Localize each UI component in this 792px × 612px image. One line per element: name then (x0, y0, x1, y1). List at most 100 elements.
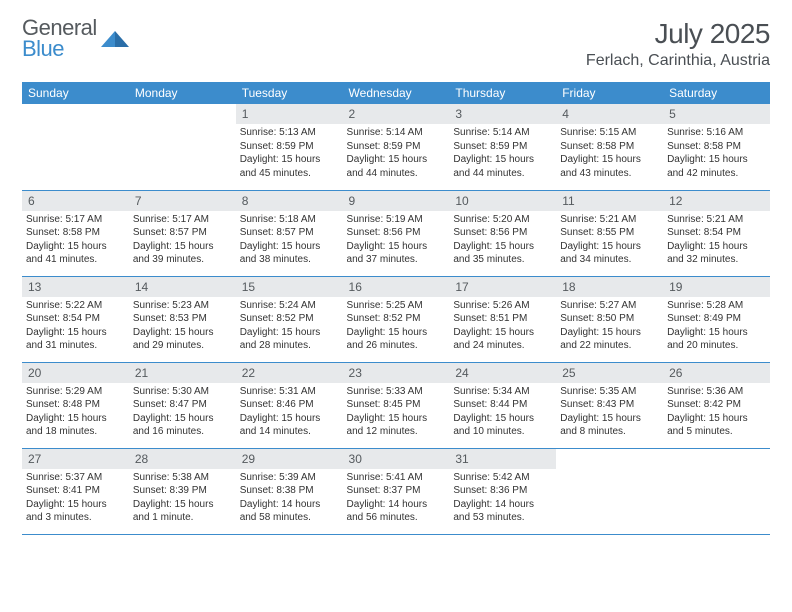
sunset-line: Sunset: 8:39 PM (133, 484, 232, 498)
calendar-day: 2Sunrise: 5:14 AMSunset: 8:59 PMDaylight… (343, 104, 450, 190)
brand-triangle-icon (101, 29, 129, 49)
daylight-line-1: Daylight: 15 hours (453, 240, 552, 254)
day-body: Sunrise: 5:23 AMSunset: 8:53 PMDaylight:… (129, 297, 236, 357)
day-number: 14 (129, 277, 236, 297)
sunrise-line: Sunrise: 5:13 AM (240, 126, 339, 140)
day-number: 8 (236, 191, 343, 211)
day-number: 29 (236, 449, 343, 469)
day-body: Sunrise: 5:36 AMSunset: 8:42 PMDaylight:… (663, 383, 770, 443)
daylight-line-2: and 22 minutes. (560, 339, 659, 353)
calendar-day: 6Sunrise: 5:17 AMSunset: 8:58 PMDaylight… (22, 190, 129, 276)
daylight-line-1: Daylight: 15 hours (347, 240, 446, 254)
day-body: Sunrise: 5:17 AMSunset: 8:57 PMDaylight:… (129, 211, 236, 271)
daylight-line-2: and 29 minutes. (133, 339, 232, 353)
sunrise-line: Sunrise: 5:42 AM (453, 471, 552, 485)
day-body: Sunrise: 5:14 AMSunset: 8:59 PMDaylight:… (449, 124, 556, 184)
calendar-day: 24Sunrise: 5:34 AMSunset: 8:44 PMDayligh… (449, 362, 556, 448)
sunrise-line: Sunrise: 5:16 AM (667, 126, 766, 140)
day-number: 24 (449, 363, 556, 383)
sunrise-line: Sunrise: 5:21 AM (560, 213, 659, 227)
daylight-line-2: and 44 minutes. (453, 167, 552, 181)
day-body: Sunrise: 5:18 AMSunset: 8:57 PMDaylight:… (236, 211, 343, 271)
sunset-line: Sunset: 8:54 PM (26, 312, 125, 326)
weekday-header: Friday (556, 82, 663, 104)
day-number: 27 (22, 449, 129, 469)
daylight-line-2: and 1 minute. (133, 511, 232, 525)
day-body: Sunrise: 5:26 AMSunset: 8:51 PMDaylight:… (449, 297, 556, 357)
sunset-line: Sunset: 8:37 PM (347, 484, 446, 498)
day-number: 15 (236, 277, 343, 297)
sunrise-line: Sunrise: 5:14 AM (347, 126, 446, 140)
calendar-row: 20Sunrise: 5:29 AMSunset: 8:48 PMDayligh… (22, 362, 770, 448)
day-number: 1 (236, 104, 343, 124)
daylight-line-2: and 3 minutes. (26, 511, 125, 525)
calendar-day: 29Sunrise: 5:39 AMSunset: 8:38 PMDayligh… (236, 448, 343, 534)
calendar-empty (556, 448, 663, 534)
sunrise-line: Sunrise: 5:38 AM (133, 471, 232, 485)
sunrise-line: Sunrise: 5:29 AM (26, 385, 125, 399)
daylight-line-1: Daylight: 15 hours (133, 498, 232, 512)
sunrise-line: Sunrise: 5:24 AM (240, 299, 339, 313)
day-body: Sunrise: 5:33 AMSunset: 8:45 PMDaylight:… (343, 383, 450, 443)
sunset-line: Sunset: 8:52 PM (240, 312, 339, 326)
sunrise-line: Sunrise: 5:17 AM (133, 213, 232, 227)
calendar-day: 27Sunrise: 5:37 AMSunset: 8:41 PMDayligh… (22, 448, 129, 534)
daylight-line-1: Daylight: 15 hours (560, 412, 659, 426)
sunset-line: Sunset: 8:53 PM (133, 312, 232, 326)
sunrise-line: Sunrise: 5:19 AM (347, 213, 446, 227)
calendar-day: 7Sunrise: 5:17 AMSunset: 8:57 PMDaylight… (129, 190, 236, 276)
day-body: Sunrise: 5:41 AMSunset: 8:37 PMDaylight:… (343, 469, 450, 529)
calendar-table: SundayMondayTuesdayWednesdayThursdayFrid… (22, 82, 770, 535)
daylight-line-2: and 31 minutes. (26, 339, 125, 353)
day-number: 20 (22, 363, 129, 383)
daylight-line-2: and 26 minutes. (347, 339, 446, 353)
sunrise-line: Sunrise: 5:37 AM (26, 471, 125, 485)
day-body: Sunrise: 5:14 AMSunset: 8:59 PMDaylight:… (343, 124, 450, 184)
sunrise-line: Sunrise: 5:36 AM (667, 385, 766, 399)
daylight-line-1: Daylight: 15 hours (560, 240, 659, 254)
sunset-line: Sunset: 8:58 PM (26, 226, 125, 240)
daylight-line-2: and 37 minutes. (347, 253, 446, 267)
sunset-line: Sunset: 8:58 PM (560, 140, 659, 154)
day-number: 22 (236, 363, 343, 383)
sunset-line: Sunset: 8:56 PM (347, 226, 446, 240)
sunset-line: Sunset: 8:51 PM (453, 312, 552, 326)
daylight-line-1: Daylight: 15 hours (667, 240, 766, 254)
sunrise-line: Sunrise: 5:25 AM (347, 299, 446, 313)
daylight-line-2: and 24 minutes. (453, 339, 552, 353)
day-number: 7 (129, 191, 236, 211)
calendar-day: 22Sunrise: 5:31 AMSunset: 8:46 PMDayligh… (236, 362, 343, 448)
sunrise-line: Sunrise: 5:39 AM (240, 471, 339, 485)
day-number: 28 (129, 449, 236, 469)
calendar-row: 27Sunrise: 5:37 AMSunset: 8:41 PMDayligh… (22, 448, 770, 534)
day-number: 31 (449, 449, 556, 469)
daylight-line-1: Daylight: 15 hours (560, 153, 659, 167)
calendar-day: 15Sunrise: 5:24 AMSunset: 8:52 PMDayligh… (236, 276, 343, 362)
sunset-line: Sunset: 8:59 PM (347, 140, 446, 154)
day-body: Sunrise: 5:13 AMSunset: 8:59 PMDaylight:… (236, 124, 343, 184)
calendar-day: 17Sunrise: 5:26 AMSunset: 8:51 PMDayligh… (449, 276, 556, 362)
daylight-line-2: and 56 minutes. (347, 511, 446, 525)
weekday-header: Tuesday (236, 82, 343, 104)
sunset-line: Sunset: 8:59 PM (453, 140, 552, 154)
sunset-line: Sunset: 8:49 PM (667, 312, 766, 326)
day-number: 3 (449, 104, 556, 124)
sunrise-line: Sunrise: 5:30 AM (133, 385, 232, 399)
daylight-line-2: and 8 minutes. (560, 425, 659, 439)
daylight-line-2: and 12 minutes. (347, 425, 446, 439)
calendar-day: 30Sunrise: 5:41 AMSunset: 8:37 PMDayligh… (343, 448, 450, 534)
calendar-day: 31Sunrise: 5:42 AMSunset: 8:36 PMDayligh… (449, 448, 556, 534)
daylight-line-1: Daylight: 15 hours (667, 326, 766, 340)
calendar-head: SundayMondayTuesdayWednesdayThursdayFrid… (22, 82, 770, 104)
daylight-line-2: and 18 minutes. (26, 425, 125, 439)
daylight-line-2: and 42 minutes. (667, 167, 766, 181)
day-number: 4 (556, 104, 663, 124)
day-body: Sunrise: 5:28 AMSunset: 8:49 PMDaylight:… (663, 297, 770, 357)
sunrise-line: Sunrise: 5:22 AM (26, 299, 125, 313)
daylight-line-2: and 58 minutes. (240, 511, 339, 525)
daylight-line-1: Daylight: 15 hours (240, 153, 339, 167)
day-body: Sunrise: 5:37 AMSunset: 8:41 PMDaylight:… (22, 469, 129, 529)
calendar-day: 21Sunrise: 5:30 AMSunset: 8:47 PMDayligh… (129, 362, 236, 448)
calendar-day: 23Sunrise: 5:33 AMSunset: 8:45 PMDayligh… (343, 362, 450, 448)
sunset-line: Sunset: 8:38 PM (240, 484, 339, 498)
